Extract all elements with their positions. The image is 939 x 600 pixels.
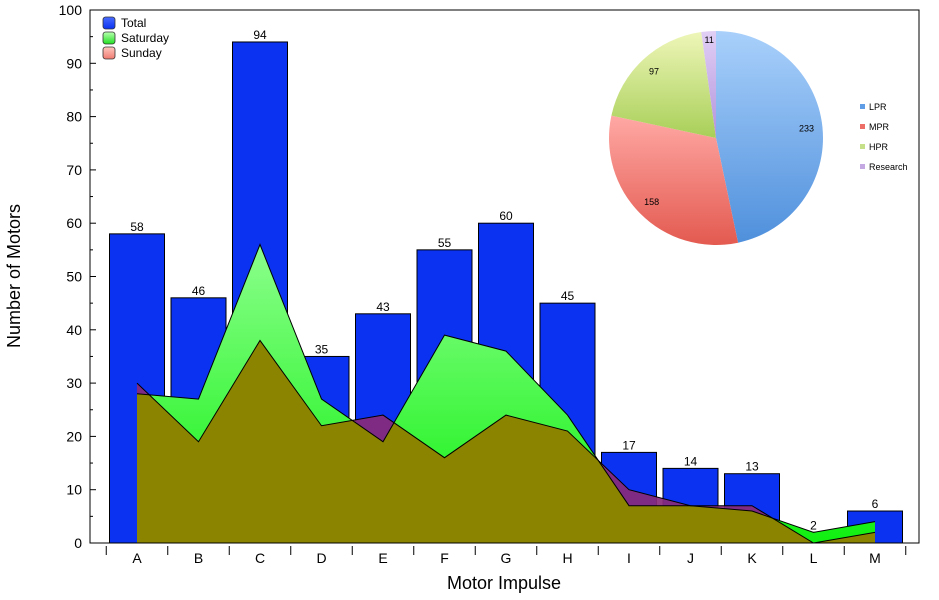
legend-swatch-sunday [102, 46, 116, 60]
legend-label-saturday: Saturday [121, 31, 169, 45]
pie-legend-label-hpr: HPR [869, 142, 889, 152]
pie-legend-swatch-hpr [860, 144, 865, 149]
y-tick-label: 80 [66, 109, 82, 125]
y-tick-label: 60 [66, 215, 82, 231]
x-tick-label-g: G [501, 550, 512, 566]
x-tick-label-i: I [627, 550, 631, 566]
pie-legend-label-mpr: MPR [869, 122, 890, 132]
legend-label-total: Total [121, 16, 146, 30]
y-tick-label: 10 [66, 482, 82, 498]
y-axis-title: Number of Motors [4, 204, 24, 348]
pie-legend-label-research: Research [869, 162, 908, 172]
x-tick-label-h: H [562, 550, 572, 566]
y-tick-label: 30 [66, 375, 82, 391]
legend-swatch-total [102, 16, 116, 30]
pie-value-label-mpr: 158 [644, 197, 659, 207]
line-saturday [136, 243, 876, 533]
y-tick-label: 0 [74, 535, 82, 551]
x-tick-label-f: F [440, 550, 449, 566]
pie-slice-research [701, 31, 716, 138]
x-tick-label-c: C [255, 550, 265, 566]
y-tick-label: 90 [66, 55, 82, 71]
pie-legend-swatch-research [860, 164, 865, 169]
x-tick-label-l: L [810, 550, 818, 566]
y-tick-label: 100 [59, 2, 83, 18]
legend-swatch-saturday [102, 31, 116, 45]
bar-value-label-e: 43 [376, 300, 390, 314]
x-tick-label-k: K [747, 550, 757, 566]
bar-value-label-m: 6 [872, 497, 879, 511]
x-tick-label-j: J [687, 550, 694, 566]
pie-chart: 233 158 97 11 LPR MPR HPR Research [608, 31, 908, 245]
line-sunday [136, 339, 876, 543]
pie-legend-swatch-lpr [860, 104, 865, 109]
bar-value-label-h: 45 [561, 289, 575, 303]
pie-slice-hpr [611, 32, 716, 138]
pie-value-label-lpr: 233 [799, 124, 814, 134]
bar-value-label-a: 58 [130, 220, 144, 234]
bar-value-label-d: 35 [315, 342, 329, 356]
pie-legend-label-lpr: LPR [869, 102, 887, 112]
pie-slice-lpr [716, 31, 823, 243]
x-tick-label-e: E [378, 550, 387, 566]
x-tick-label-b: B [194, 550, 203, 566]
area-series-group [136, 243, 876, 543]
pie-value-label-hpr: 97 [649, 66, 659, 76]
pie-legend-swatch-mpr [860, 124, 865, 129]
bar-value-label-c: 94 [253, 28, 267, 42]
bar-value-label-f: 55 [438, 236, 452, 250]
x-tick-label-m: M [869, 550, 881, 566]
bar-value-label-l: 2 [810, 518, 817, 532]
y-tick-label: 70 [66, 162, 82, 178]
bar-value-label-g: 60 [499, 209, 513, 223]
y-tick-label: 40 [66, 322, 82, 338]
x-tick-label-a: A [132, 550, 142, 566]
bar-value-label-i: 17 [622, 438, 636, 452]
bar-value-label-b: 46 [192, 284, 206, 298]
pie-slice-mpr [608, 115, 739, 245]
pie-value-label-research: 11 [705, 35, 714, 45]
y-tick-label: 50 [66, 269, 82, 285]
y-tick-label: 20 [66, 428, 82, 444]
bar-value-label-j: 14 [684, 454, 698, 468]
x-tick-label-d: D [316, 550, 326, 566]
legend-label-sunday: Sunday [121, 46, 162, 60]
x-axis-title: Motor Impulse [447, 573, 561, 593]
bar-value-label-k: 13 [745, 460, 759, 474]
